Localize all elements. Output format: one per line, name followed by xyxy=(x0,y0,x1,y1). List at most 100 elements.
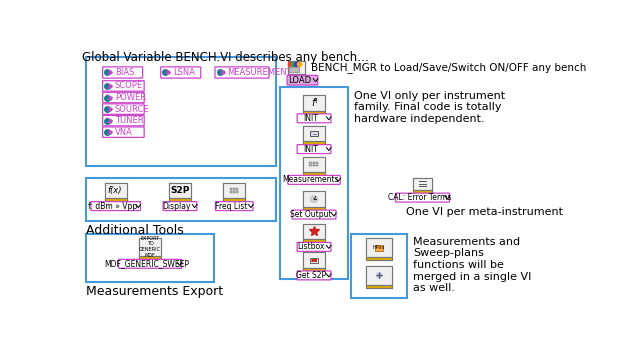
Bar xyxy=(303,126,325,145)
FancyBboxPatch shape xyxy=(297,242,331,251)
Text: CAL: Error Terms: CAL: Error Terms xyxy=(388,193,451,202)
Text: Get S2P: Get S2P xyxy=(296,271,326,280)
Text: Global Variable BENCH.VI describes any bench…: Global Variable BENCH.VI describes any b… xyxy=(83,51,369,64)
Bar xyxy=(236,191,239,193)
Bar xyxy=(280,87,348,279)
Bar xyxy=(223,198,245,201)
Text: BIAS: BIAS xyxy=(115,68,134,77)
Circle shape xyxy=(310,195,318,203)
Text: Set Output: Set Output xyxy=(290,210,332,219)
Bar xyxy=(316,162,318,164)
Bar xyxy=(288,61,305,74)
FancyBboxPatch shape xyxy=(288,175,340,184)
Bar xyxy=(413,177,432,190)
Text: SCOPE: SCOPE xyxy=(115,81,143,90)
Text: One VI per meta-instrument: One VI per meta-instrument xyxy=(406,207,563,217)
Text: HPxx: HPxx xyxy=(373,245,385,250)
Bar xyxy=(289,67,298,72)
Text: Additional Tools: Additional Tools xyxy=(86,224,184,237)
Bar xyxy=(105,198,127,201)
Text: fⁱ: fⁱ xyxy=(312,98,317,108)
Bar xyxy=(366,257,392,260)
Bar xyxy=(303,172,325,175)
Bar xyxy=(230,188,232,190)
Text: POWER: POWER xyxy=(115,93,146,102)
Bar xyxy=(366,266,392,288)
FancyBboxPatch shape xyxy=(91,202,140,211)
FancyBboxPatch shape xyxy=(216,202,253,211)
Bar xyxy=(303,224,325,242)
FancyBboxPatch shape xyxy=(161,67,201,78)
FancyBboxPatch shape xyxy=(215,67,269,78)
Bar xyxy=(303,141,325,145)
Bar xyxy=(140,256,161,259)
Bar xyxy=(233,191,236,193)
Bar xyxy=(303,111,325,114)
Bar xyxy=(303,268,325,271)
Text: INIT: INIT xyxy=(303,114,318,123)
Text: Freq List: Freq List xyxy=(215,202,248,211)
Bar xyxy=(366,266,392,285)
Text: Listbox: Listbox xyxy=(297,242,324,251)
Bar xyxy=(86,234,214,282)
Bar xyxy=(140,238,161,259)
FancyBboxPatch shape xyxy=(163,202,197,211)
Text: Measurements Export: Measurements Export xyxy=(86,285,223,298)
Text: !: ! xyxy=(315,99,318,104)
Text: VNA: VNA xyxy=(115,128,132,137)
Bar xyxy=(366,285,392,288)
Text: Measurements: Measurements xyxy=(283,175,339,185)
Text: ▪▪: ▪▪ xyxy=(310,257,318,262)
Bar xyxy=(309,165,312,166)
Bar xyxy=(310,131,318,136)
Bar xyxy=(303,191,325,207)
FancyBboxPatch shape xyxy=(297,114,331,123)
Text: Display: Display xyxy=(163,202,191,211)
Text: Measurements and
Sweep-plans
functions will be
merged in a single VI
as well.: Measurements and Sweep-plans functions w… xyxy=(413,237,532,293)
Bar xyxy=(105,183,127,201)
Bar xyxy=(233,188,236,190)
Text: S2P: S2P xyxy=(170,186,189,195)
FancyBboxPatch shape xyxy=(118,260,182,268)
Bar xyxy=(169,198,191,201)
FancyBboxPatch shape xyxy=(102,67,143,78)
Bar xyxy=(316,165,318,166)
Bar xyxy=(310,258,318,263)
FancyBboxPatch shape xyxy=(102,104,144,114)
FancyBboxPatch shape xyxy=(287,75,318,85)
Bar xyxy=(303,126,325,141)
Bar xyxy=(86,57,276,166)
Text: MEASUREMENT: MEASUREMENT xyxy=(227,68,292,77)
FancyBboxPatch shape xyxy=(292,210,336,219)
Bar xyxy=(375,245,383,251)
FancyBboxPatch shape xyxy=(102,115,144,126)
Bar xyxy=(169,183,191,201)
Text: EXPORT
TO
GENERIC
MDF: EXPORT TO GENERIC MDF xyxy=(139,236,161,258)
Text: f: dBm » Vpp: f: dBm » Vpp xyxy=(88,202,137,211)
Text: LSNA: LSNA xyxy=(173,68,195,77)
Bar xyxy=(312,162,316,164)
Text: TUNER: TUNER xyxy=(115,116,143,125)
Bar xyxy=(303,252,325,268)
Text: One VI only per instrument
family. Final code is totally
hardware independent.: One VI only per instrument family. Final… xyxy=(355,91,506,124)
Bar xyxy=(288,74,305,77)
Bar xyxy=(303,157,325,172)
Bar xyxy=(303,191,325,210)
Bar xyxy=(140,238,161,256)
Bar xyxy=(236,188,239,190)
Bar xyxy=(351,234,407,298)
Bar xyxy=(288,61,305,75)
Text: SOURCE: SOURCE xyxy=(115,105,150,114)
Bar xyxy=(223,183,245,198)
Text: BENCH_MGR to Load/Save/Switch ON/OFF any bench: BENCH_MGR to Load/Save/Switch ON/OFF any… xyxy=(311,62,586,73)
Bar xyxy=(169,183,191,198)
Bar xyxy=(413,190,432,193)
Text: MDF_GENERIC_SWEEP: MDF_GENERIC_SWEEP xyxy=(104,259,189,268)
Bar xyxy=(309,162,312,164)
Bar xyxy=(303,207,325,210)
Bar xyxy=(303,95,325,114)
Bar xyxy=(303,157,325,175)
FancyBboxPatch shape xyxy=(297,145,331,154)
Bar xyxy=(303,239,325,242)
Text: f(x): f(x) xyxy=(108,186,122,195)
